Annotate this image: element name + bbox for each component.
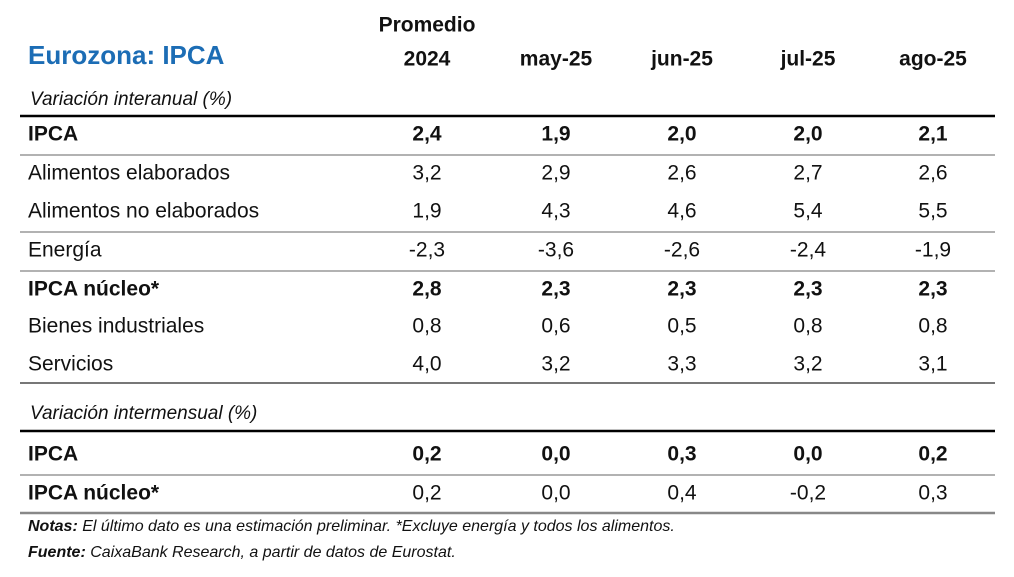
source: Fuente: CaixaBank Research, a partir de …	[28, 544, 456, 561]
column-header: jul-25	[780, 48, 836, 71]
column-header: Promedio	[379, 14, 476, 37]
column-header: ago-25	[899, 48, 967, 71]
cell: -1,9	[915, 239, 951, 262]
cell: 3,2	[793, 353, 822, 376]
row-label: Bienes industriales	[28, 315, 204, 338]
cell: 0,0	[541, 443, 570, 466]
row-label: Servicios	[28, 353, 113, 376]
cell: 2,4	[412, 123, 442, 146]
table-title: Eurozona: IPCA	[28, 40, 225, 70]
row-label: Alimentos elaborados	[28, 162, 230, 185]
cell: -2,6	[664, 239, 700, 262]
row-label: IPCA	[28, 443, 78, 466]
cell: 2,0	[667, 123, 696, 146]
cell: 0,8	[793, 315, 822, 338]
cell: 2,3	[541, 278, 570, 301]
cell: 2,9	[541, 162, 570, 185]
section-label: Variación intermensual (%)	[30, 403, 257, 424]
row-label: Energía	[28, 239, 102, 262]
row-label: IPCA núcleo*	[28, 482, 160, 505]
row-label: IPCA núcleo*	[28, 278, 160, 301]
section-label: Variación interanual (%)	[30, 89, 232, 110]
cell: 2,6	[667, 162, 696, 185]
cell: 0,2	[918, 443, 947, 466]
cell: 2,8	[412, 278, 442, 301]
column-header: may-25	[520, 48, 593, 71]
cell: 2,3	[793, 278, 822, 301]
cell: 0,3	[667, 443, 696, 466]
cell: 3,2	[541, 353, 570, 376]
cell: 2,1	[918, 123, 948, 146]
row-label: Alimentos no elaborados	[28, 200, 259, 223]
cell: 3,1	[918, 353, 947, 376]
cell: -3,6	[538, 239, 574, 262]
cell: 0,5	[667, 315, 696, 338]
row-label: IPCA	[28, 123, 78, 146]
cell: 0,3	[918, 482, 947, 505]
cell: 1,9	[412, 200, 441, 223]
cell: 0,2	[412, 482, 441, 505]
cell: 1,9	[541, 123, 570, 146]
cell: -2,3	[409, 239, 445, 262]
cell: 2,0	[793, 123, 822, 146]
cell: 4,0	[412, 353, 441, 376]
cell: 0,6	[541, 315, 570, 338]
cell: -2,4	[790, 239, 827, 262]
cell: 2,3	[667, 278, 696, 301]
cell: 0,0	[541, 482, 570, 505]
cell: 5,5	[918, 200, 947, 223]
cell: 0,2	[412, 443, 441, 466]
cell: 0,4	[667, 482, 697, 505]
source-text: CaixaBank Research, a partir de datos de…	[90, 544, 456, 561]
cell: 2,3	[918, 278, 947, 301]
cell: 0,8	[918, 315, 947, 338]
cell: 2,6	[918, 162, 947, 185]
cell: 4,6	[667, 200, 696, 223]
notes-text: El último dato es una estimación prelimi…	[82, 518, 675, 535]
cell: 5,4	[793, 200, 823, 223]
column-header: 2024	[404, 48, 451, 71]
cell: 0,0	[793, 443, 822, 466]
cell: 2,7	[793, 162, 822, 185]
notes: Notas: El último dato es una estimación …	[28, 518, 675, 535]
source-label: Fuente:	[28, 544, 86, 561]
cell: -0,2	[790, 482, 826, 505]
cell: 3,3	[667, 353, 696, 376]
cell: 3,2	[412, 162, 441, 185]
notes-label: Notas:	[28, 518, 78, 535]
cell: 0,8	[412, 315, 441, 338]
column-header: jun-25	[650, 48, 713, 71]
cell: 4,3	[541, 200, 570, 223]
